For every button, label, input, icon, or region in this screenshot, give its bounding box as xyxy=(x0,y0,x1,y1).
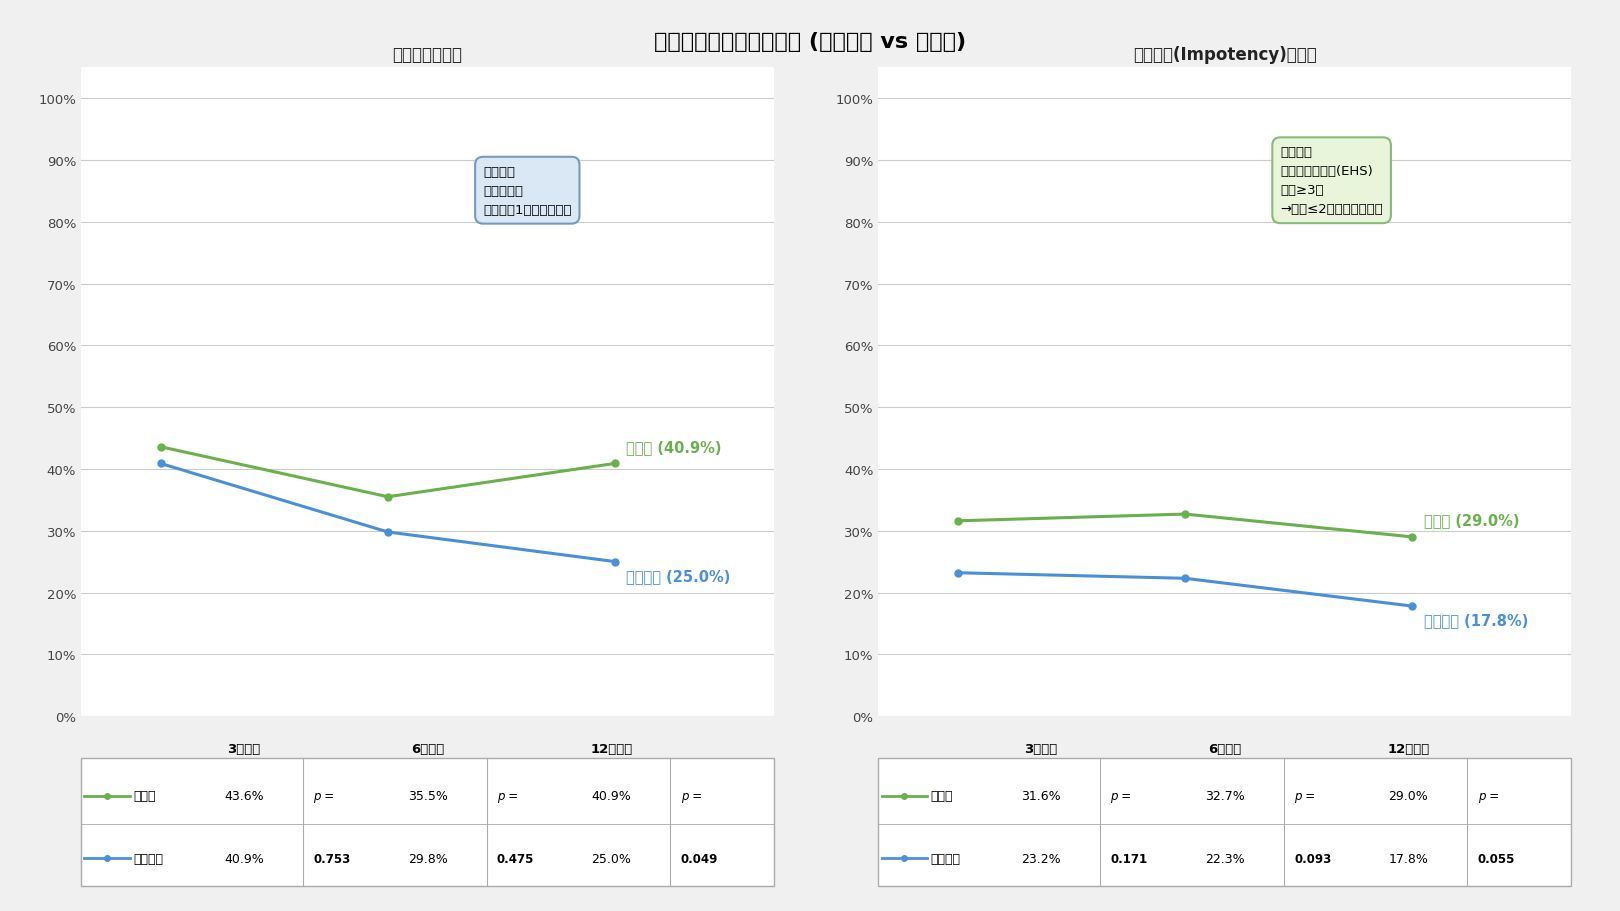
Text: 40.9%: 40.9% xyxy=(591,789,632,803)
Text: アプローチ別障害発生率 (ロボット vs 腹腔鏡): アプローチ別障害発生率 (ロボット vs 腹腔鏡) xyxy=(654,32,966,52)
Text: ロボット (25.0%): ロボット (25.0%) xyxy=(627,568,731,583)
FancyBboxPatch shape xyxy=(81,758,774,886)
FancyBboxPatch shape xyxy=(878,758,1571,886)
Text: ロボット: ロボット xyxy=(930,852,961,865)
Text: 性交障害
勃起高度スコア(EHS)
術前≥3点
→術後≤2点になった場合: 性交障害 勃起高度スコア(EHS) 術前≥3点 →術後≤2点になった場合 xyxy=(1280,146,1383,216)
Text: 40.9%: 40.9% xyxy=(224,852,264,865)
Text: 12ヶ月後: 12ヶ月後 xyxy=(590,742,632,755)
Title: 性交障害(Impotency)発生率: 性交障害(Impotency)発生率 xyxy=(1132,46,1317,64)
Text: 17.8%: 17.8% xyxy=(1388,852,1429,865)
Text: p =: p = xyxy=(1477,789,1498,803)
Text: 射精障害
射精機能が
術前より1点以上ダウン: 射精障害 射精機能が 術前より1点以上ダウン xyxy=(483,166,572,217)
Text: 0.049: 0.049 xyxy=(680,852,718,865)
Text: p =: p = xyxy=(313,789,334,803)
Text: 43.6%: 43.6% xyxy=(224,789,264,803)
Text: 6ヶ月後: 6ヶ月後 xyxy=(411,742,444,755)
Text: 腹腔鏡: 腹腔鏡 xyxy=(133,789,156,803)
Text: p =: p = xyxy=(680,789,701,803)
Text: 32.7%: 32.7% xyxy=(1205,789,1244,803)
Text: ロボット (17.8%): ロボット (17.8%) xyxy=(1424,612,1528,628)
Text: ロボット: ロボット xyxy=(133,852,164,865)
Text: 23.2%: 23.2% xyxy=(1021,852,1061,865)
Text: 31.6%: 31.6% xyxy=(1021,789,1061,803)
Text: 腹腔鏡: 腹腔鏡 xyxy=(930,789,953,803)
Text: 0.753: 0.753 xyxy=(313,852,350,865)
Text: 0.475: 0.475 xyxy=(497,852,535,865)
Text: 29.0%: 29.0% xyxy=(1388,789,1429,803)
Text: p =: p = xyxy=(1294,789,1315,803)
Text: p =: p = xyxy=(1110,789,1131,803)
Text: 35.5%: 35.5% xyxy=(408,789,447,803)
Text: 22.3%: 22.3% xyxy=(1205,852,1244,865)
Text: 腹腔鏡 (29.0%): 腹腔鏡 (29.0%) xyxy=(1424,513,1520,528)
Title: 射精障害発生率: 射精障害発生率 xyxy=(392,46,463,64)
Text: 6ヶ月後: 6ヶ月後 xyxy=(1209,742,1241,755)
Text: 29.8%: 29.8% xyxy=(408,852,447,865)
Text: 0.093: 0.093 xyxy=(1294,852,1332,865)
Text: p =: p = xyxy=(497,789,518,803)
Text: 腹腔鏡 (40.9%): 腹腔鏡 (40.9%) xyxy=(627,440,723,455)
Text: 3ヶ月後: 3ヶ月後 xyxy=(1024,742,1058,755)
Text: 0.171: 0.171 xyxy=(1110,852,1147,865)
Text: 0.055: 0.055 xyxy=(1477,852,1515,865)
Text: 3ヶ月後: 3ヶ月後 xyxy=(227,742,261,755)
Text: 25.0%: 25.0% xyxy=(591,852,632,865)
Text: 12ヶ月後: 12ヶ月後 xyxy=(1387,742,1429,755)
